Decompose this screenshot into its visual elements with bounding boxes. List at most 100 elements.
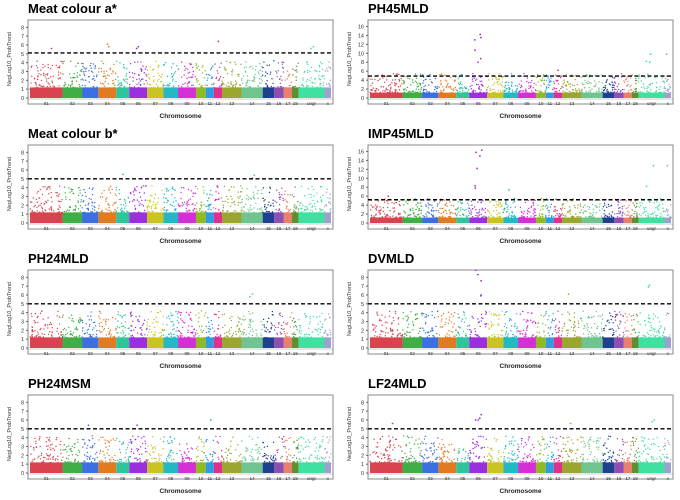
snp-point	[628, 90, 630, 92]
snp-point	[309, 209, 312, 212]
snp-point	[170, 333, 173, 335]
snp-point	[38, 72, 40, 75]
snp-point	[627, 80, 629, 83]
snp-point	[471, 315, 473, 318]
snp-point	[425, 213, 427, 215]
snp-point	[542, 73, 545, 76]
snp-point	[49, 186, 51, 188]
snp-point	[62, 333, 64, 336]
snp-point	[124, 202, 127, 204]
snp-point	[105, 77, 107, 80]
snp-point	[63, 85, 65, 87]
chromosome-06-points	[128, 311, 148, 348]
snp-point	[456, 91, 459, 93]
chromosome-17-points	[623, 75, 633, 98]
snp-point	[299, 204, 301, 207]
snp-point	[418, 202, 420, 204]
snp-point	[638, 77, 640, 79]
snp-point	[555, 217, 557, 220]
chromosome-x-points	[323, 313, 332, 348]
snp-point	[94, 66, 97, 68]
snp-point	[124, 334, 127, 336]
snp-point	[140, 333, 142, 336]
snp-peak-point	[50, 47, 53, 50]
snp-point	[43, 74, 45, 76]
snp-point	[435, 209, 437, 212]
chromosome-tick-label: 06	[136, 226, 142, 231]
snp-point	[230, 319, 233, 322]
snp-point	[78, 321, 81, 324]
snp-point	[294, 333, 297, 336]
snp-point	[565, 73, 568, 76]
snp-band	[147, 337, 164, 348]
snp-point	[425, 204, 427, 206]
snp-point	[288, 335, 290, 338]
snp-point	[98, 67, 100, 70]
snp-point	[79, 189, 81, 191]
chromosome-15-points	[262, 310, 275, 348]
snp-point	[210, 69, 212, 71]
snp-point	[572, 217, 574, 219]
snp-point	[246, 81, 248, 84]
snp-point	[394, 92, 397, 95]
snp-point	[289, 208, 292, 211]
snp-point	[239, 88, 241, 90]
snp-point	[444, 204, 446, 206]
chromosome-tick-label: 05	[120, 226, 126, 231]
snp-point	[140, 78, 143, 81]
snp-point	[424, 217, 426, 219]
snp-point	[463, 86, 466, 88]
snp-point	[506, 92, 509, 95]
snp-point	[75, 328, 78, 330]
snp-point	[630, 200, 632, 202]
snp-point	[643, 87, 646, 90]
snp-point	[327, 70, 329, 72]
snp-point	[134, 61, 136, 64]
snp-point	[155, 338, 158, 340]
snp-point	[233, 200, 236, 202]
snp-point	[319, 185, 322, 188]
snp-point	[236, 324, 239, 326]
snp-point	[445, 321, 447, 324]
snp-point	[115, 329, 117, 331]
snp-point	[384, 335, 386, 337]
snp-point	[192, 195, 194, 198]
snp-point	[66, 332, 69, 334]
snp-point	[144, 199, 147, 201]
snp-point	[159, 336, 161, 338]
snp-point	[473, 77, 476, 79]
snp-point	[435, 216, 438, 219]
snp-point	[181, 88, 183, 90]
snp-point	[77, 201, 79, 204]
snp-point	[398, 333, 400, 335]
snp-point	[45, 88, 47, 90]
y-tick-label: 7	[361, 284, 364, 290]
snp-point	[136, 185, 138, 188]
snp-point	[236, 338, 239, 340]
snp-point	[454, 213, 457, 215]
snp-point	[480, 213, 482, 216]
snp-point	[91, 329, 94, 331]
snp-point	[178, 212, 181, 214]
snp-point	[661, 77, 663, 79]
snp-point	[260, 78, 262, 81]
snp-point	[173, 323, 175, 325]
snp-point	[172, 314, 174, 316]
snp-point	[377, 338, 380, 340]
snp-band	[221, 212, 242, 223]
snp-point	[249, 209, 251, 211]
snp-point	[130, 329, 132, 332]
chromosome-15-points	[261, 60, 275, 98]
snp-point	[540, 84, 542, 87]
snp-point	[112, 88, 114, 90]
snp-point	[402, 317, 404, 320]
snp-point	[526, 215, 529, 218]
snp-point	[609, 217, 611, 220]
snp-point	[419, 327, 421, 330]
snp-point	[574, 88, 577, 90]
snp-point	[476, 212, 478, 214]
snp-point	[264, 204, 266, 206]
chromosome-02-points	[402, 311, 423, 348]
snp-point	[116, 212, 118, 215]
snp-point	[172, 201, 175, 203]
